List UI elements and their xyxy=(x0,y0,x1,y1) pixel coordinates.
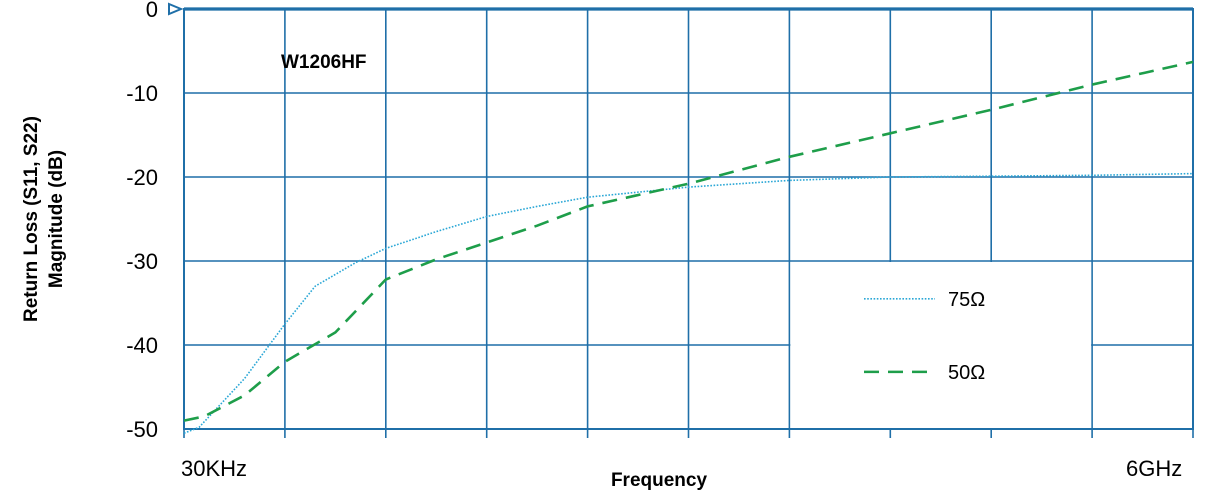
series-layer xyxy=(183,60,1194,434)
x-tick-label-end: 6GHz xyxy=(1126,456,1182,481)
y-tick-label: -40 xyxy=(126,333,158,358)
legend: 75Ω 50Ω xyxy=(864,289,985,384)
series-line-1 xyxy=(183,172,1194,434)
y-tick-label: -10 xyxy=(126,81,158,106)
y-axis-title-line-1: Return Loss (S11, S22) xyxy=(21,116,42,322)
x-tick-label-start: 30KHz xyxy=(181,456,247,481)
chart-title: W1206HF xyxy=(281,52,367,73)
legend-label-1: 75Ω xyxy=(948,289,985,311)
y-tick-label: -30 xyxy=(126,249,158,274)
y-tick-label: 0 xyxy=(146,0,158,22)
grid xyxy=(168,2,1194,438)
y-tick-label: -50 xyxy=(126,417,158,442)
series-line-2 xyxy=(183,60,1194,422)
y-axis-title-line-2: Magnitude (dB) xyxy=(46,150,67,288)
zero-marker-icon xyxy=(168,2,184,16)
y-tick-label: -20 xyxy=(126,165,158,190)
labels: 0 -10 -20 -30 -40 -50 30KHz 6GHz Frequency Return… xyxy=(21,0,1182,491)
legend-box xyxy=(790,262,1092,428)
legend-label-2: 50Ω xyxy=(948,362,985,384)
x-axis-title: Frequency xyxy=(611,470,708,491)
